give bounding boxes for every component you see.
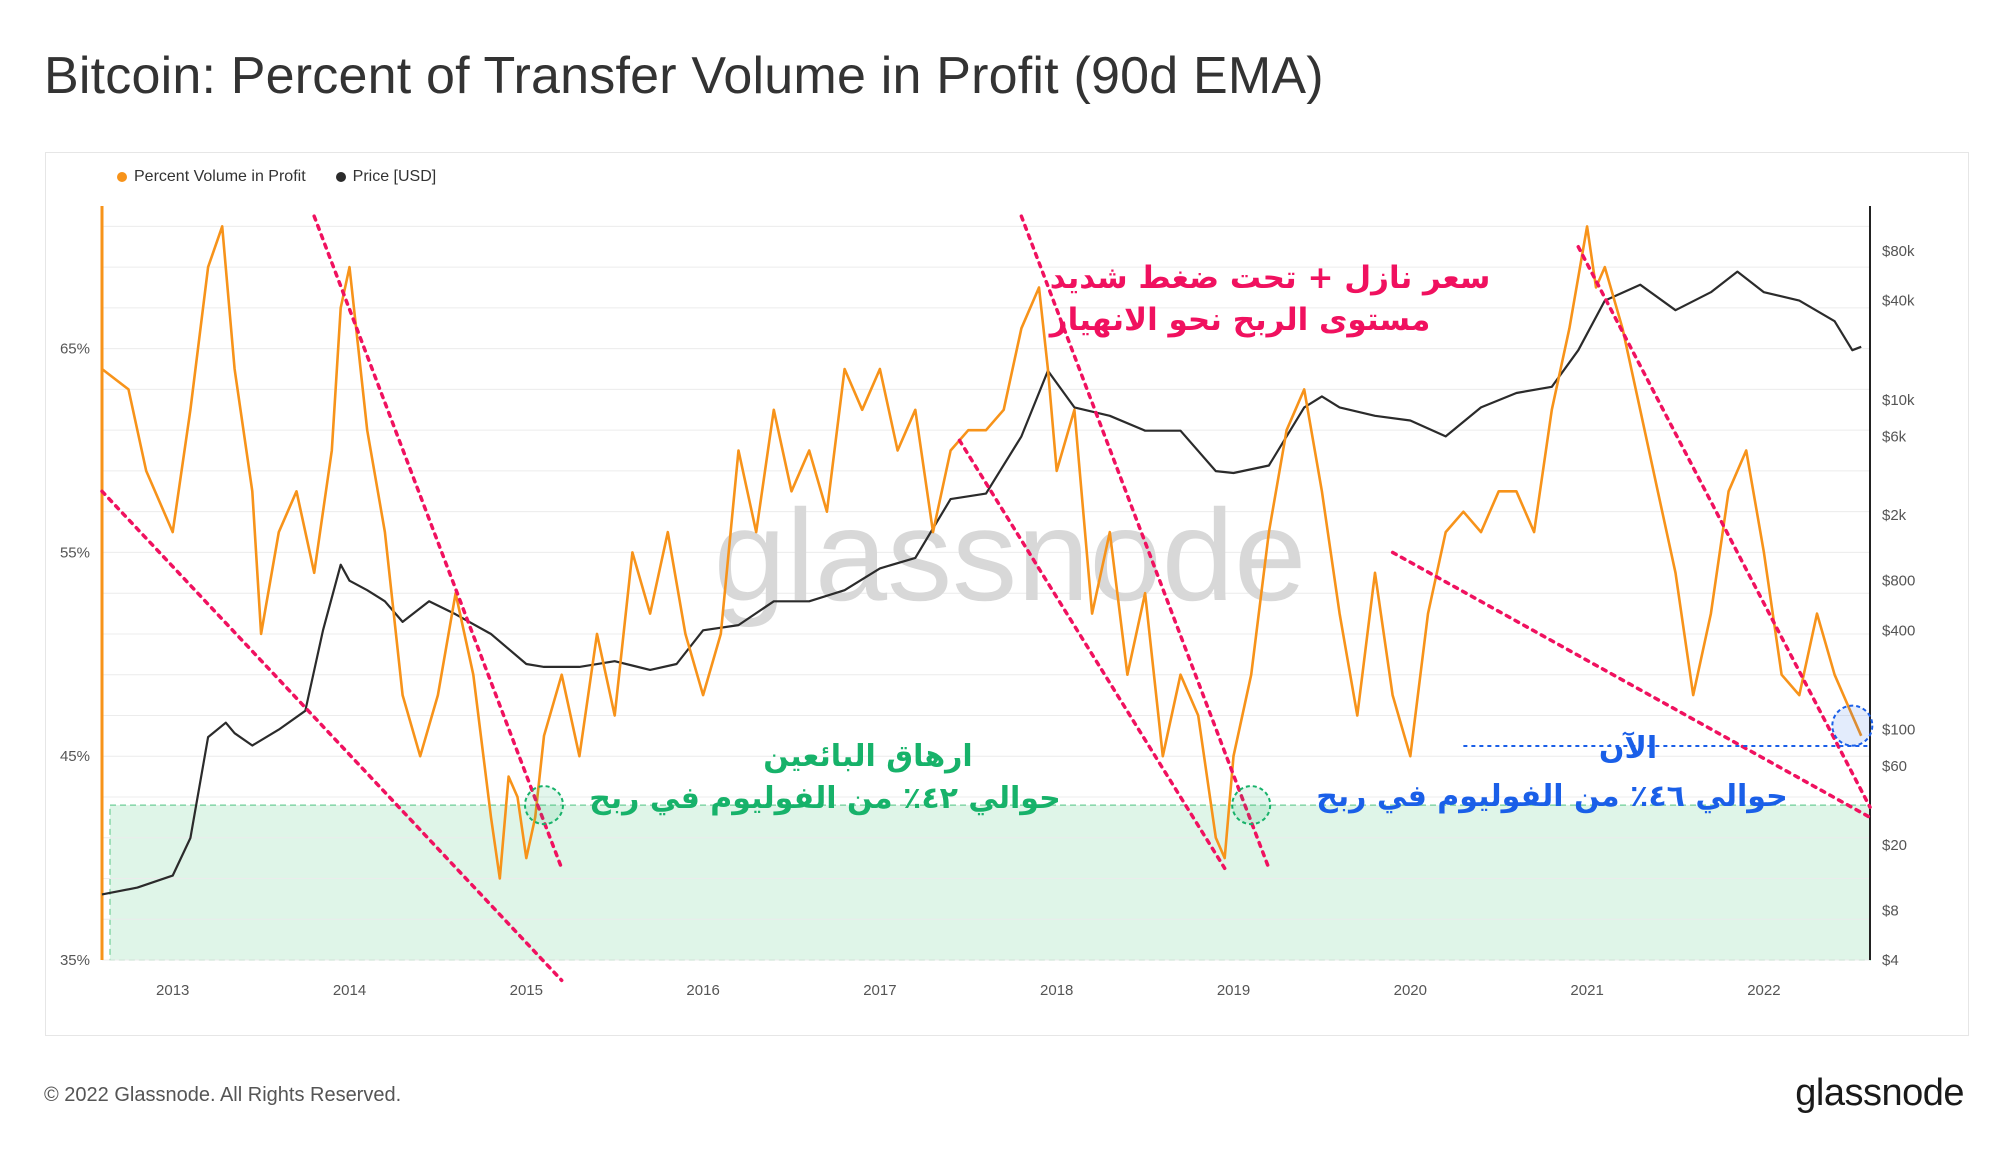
x-tick-label: 2014: [333, 982, 366, 999]
y-left-tick-label: 35%: [60, 952, 90, 969]
y-right-tick-label: $40k: [1882, 293, 1915, 310]
footer-logo[interactable]: glassnode: [1795, 1072, 1964, 1114]
trend-line: [957, 438, 1227, 871]
x-tick-label: 2021: [1570, 982, 1603, 999]
legend-item-percent[interactable]: Percent Volume in Profit: [117, 168, 306, 186]
x-tick-label: 2016: [686, 982, 719, 999]
trend-line: [100, 489, 564, 983]
annotation-text: مستوى الربح نحو الانهيار: [1048, 302, 1431, 338]
x-tick-label: 2015: [510, 982, 543, 999]
x-tick-label: 2020: [1394, 982, 1427, 999]
legend-label-price: Price [USD]: [352, 168, 437, 185]
y-right-tick-label: $10k: [1882, 392, 1915, 409]
legend-dot-black-icon: [335, 172, 346, 182]
y-right-tick-label: $800: [1882, 573, 1915, 590]
y-left-tick-label: 45%: [60, 748, 90, 765]
watermark-text: glassnode: [714, 482, 1307, 628]
y-right-tick-label: $20: [1882, 837, 1907, 854]
y-right-tick-label: $100: [1882, 722, 1915, 739]
x-tick-label: 2022: [1747, 982, 1780, 999]
annotation-text: حوالي ٤٢٪ من الفوليوم في ربح: [589, 781, 1060, 816]
legend-label-percent: Percent Volume in Profit: [134, 168, 306, 185]
annotation-text: ارهاق البائعين: [763, 739, 972, 774]
capitulation-zone: [109, 804, 1871, 961]
y-right-tick-label: $80k: [1882, 243, 1915, 260]
y-left-tick-label: 55%: [60, 544, 90, 561]
x-tick-label: 2019: [1217, 982, 1250, 999]
y-right-tick-label: $6k: [1882, 428, 1907, 445]
legend-dot-orange-icon: [117, 172, 127, 182]
trend-line: [1390, 550, 1872, 820]
low-2015-circle: [524, 785, 564, 826]
current-circle: [1831, 704, 1874, 747]
x-tick-label: 2018: [1040, 982, 1073, 999]
x-tick-label: 2013: [156, 982, 189, 999]
legend: Percent Volume in Profit Price [USD]: [117, 168, 436, 186]
y-right-tick-label: $60: [1882, 758, 1907, 775]
annotation-text: حوالي ٤٦٪ من الفوليوم في ربح: [1316, 779, 1787, 814]
price-series-line: [101, 270, 1862, 896]
trend-line: [1019, 214, 1271, 871]
percent-profit-series-line: [101, 225, 1863, 880]
footer-copyright: © 2022 Glassnode. All Rights Reserved.: [44, 1084, 402, 1106]
annotation-text: سعر نازل + تحت ضغط شديد: [1050, 260, 1491, 296]
y-right-tick-label: $8: [1882, 902, 1899, 919]
page-title: Bitcoin: Percent of Transfer Volume in P…: [44, 47, 1324, 105]
y-right-tick-label: $400: [1882, 622, 1915, 639]
x-tick-label: 2017: [863, 982, 896, 999]
trend-line: [1576, 245, 1872, 809]
annotation-text: الآن: [1599, 731, 1657, 766]
y-right-tick-label: $2k: [1882, 507, 1907, 524]
trend-line: [312, 214, 564, 871]
y-right-tick-label: $4: [1882, 952, 1899, 969]
low-2019-circle: [1231, 785, 1272, 826]
legend-item-price[interactable]: Price [USD]: [335, 168, 437, 186]
y-left-tick-label: 65%: [60, 341, 90, 358]
